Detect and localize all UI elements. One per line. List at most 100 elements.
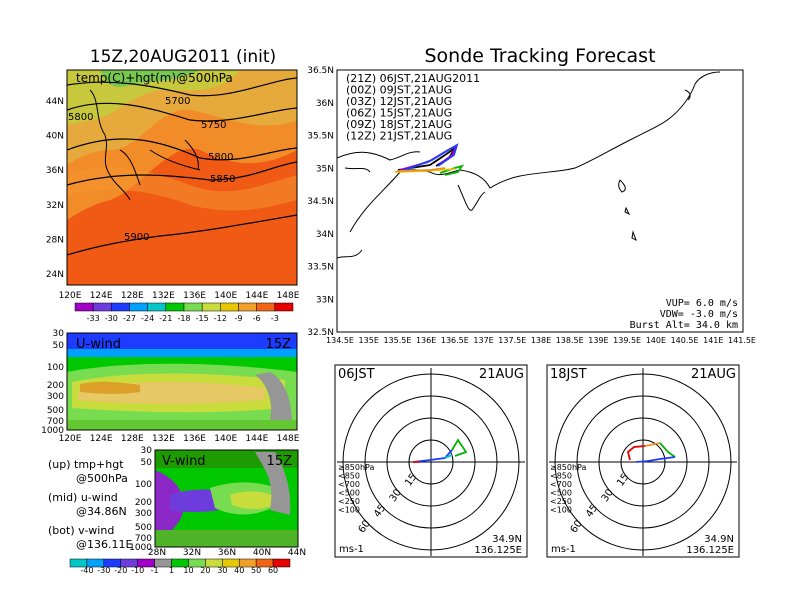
level-legend-item: <850	[550, 472, 572, 481]
contour-label: 5850	[210, 174, 235, 185]
colorbar-label: 30	[217, 566, 227, 575]
lon-tick-label: 144E	[245, 434, 268, 444]
lat-tick-label: 36N	[218, 548, 236, 558]
lat-tick-label: 35N	[316, 164, 334, 174]
colorbar-label: -30	[97, 566, 110, 575]
note-line: (bot) v-wind	[48, 524, 114, 537]
hodo-lon: 136.125E	[686, 545, 734, 556]
lat-tick-label: 34.5N	[307, 197, 334, 207]
burst-text: Burst Alt= 34.0 km	[630, 320, 738, 331]
lon-tick-label: 139E	[588, 336, 608, 345]
colorbar-swatch	[272, 558, 291, 568]
colorbar-swatch	[256, 302, 276, 312]
colorbar-label: -15	[196, 314, 209, 323]
colorbar-label: -40	[80, 566, 93, 575]
lat-tick-label: 33.5N	[307, 263, 334, 273]
colorbar-label: 60	[268, 566, 278, 575]
pressure-tick-label: 500	[47, 406, 64, 416]
sonde-tracks	[394, 143, 465, 176]
hodo-lat: 34.9N	[492, 534, 522, 545]
lat-tick-label: 40N	[46, 132, 64, 142]
track-legend-item: (03Z) 12JST,21AUG	[346, 95, 452, 108]
lon-tick-label: 135.5E	[383, 336, 411, 345]
contour-label: 5750	[201, 120, 226, 131]
lat-tick-label: 36N	[316, 99, 334, 109]
lon-tick-label: 144E	[245, 291, 268, 301]
lon-tick-label: 138.5E	[556, 336, 584, 345]
hodo-trace	[626, 445, 646, 461]
hodo-trace	[659, 442, 676, 458]
lon-tick-label: 136E	[183, 291, 206, 301]
lon-tick-label: 132E	[152, 291, 175, 301]
level-legend-item: <500	[338, 489, 360, 498]
level-legend-item: ≥850hPa	[338, 463, 375, 472]
lat-tick-label: 44N	[46, 97, 64, 107]
lon-tick-label: 137E	[473, 336, 493, 345]
pressure-tick-label: 50	[141, 458, 153, 468]
lon-tick-label: 137.5E	[498, 336, 526, 345]
pressure-tick-label: 100	[135, 480, 152, 490]
track-03z	[401, 143, 459, 172]
lon-tick-label: 139.5E	[613, 336, 641, 345]
lon-tick-label: 124E	[90, 291, 113, 301]
pressure-tick-label: 50	[53, 341, 65, 351]
pressure-tick-label: 700	[135, 534, 152, 544]
colorbar-label: -30	[105, 314, 118, 323]
pressure-tick-label: 300	[135, 509, 152, 519]
track-map: 36.5N 36N 35.5N 35N 34.5N 34N 33.5N 33N 32.5N 13…	[307, 66, 756, 345]
hodo-time: 18JST	[550, 367, 587, 382]
hodo-date: 21AUG	[479, 367, 524, 382]
hodo-unit: ms-1	[339, 544, 364, 555]
pressure-tick-label: 30	[141, 446, 153, 456]
colorbar-label: -10	[131, 566, 144, 575]
contour-label: 5800	[208, 152, 233, 163]
right-title: Sonde Tracking Forecast	[424, 45, 655, 67]
note-line: @500hPa	[76, 472, 128, 485]
lat-tick-label: 44N	[288, 548, 306, 558]
note-line: (up) tmp+hgt	[48, 458, 124, 471]
panel-notes: (up) tmp+hgt @500hPa (mid) u-wind @34.86…	[48, 458, 132, 551]
colorbar-swatch	[201, 302, 221, 312]
track-12z	[396, 167, 446, 172]
colorbar-swatch	[238, 302, 257, 312]
lon-tick-label: 136E	[416, 336, 436, 345]
colorbar-label: -20	[114, 566, 127, 575]
colorbar-label: -24	[141, 314, 154, 323]
colorbar-label: 40	[234, 566, 244, 575]
vup-text: VUP= 6.0 m/s	[666, 298, 738, 309]
level-legend-item: <500	[550, 489, 572, 498]
track-legend-item: (00Z) 09JST,21AUG	[346, 84, 452, 97]
colorbar-label: -18	[177, 314, 190, 323]
hodo-trace	[635, 456, 676, 463]
lat-tick-label: 28N	[148, 548, 166, 558]
pressure-tick-label: 500	[135, 523, 152, 533]
lon-tick-label: 120E	[59, 434, 82, 444]
lat-tick-label: 32N	[46, 201, 64, 211]
track-legend-item: (09Z) 18JST,21AUG	[346, 118, 452, 131]
lon-tick-label: 148E	[277, 434, 300, 444]
level-legend-item: <850	[338, 472, 360, 481]
colorbar-label: -12	[214, 314, 227, 323]
vdw-text: VDW= -3.0 m/s	[660, 309, 738, 320]
pressure-tick-label: 300	[47, 392, 64, 402]
lon-tick-label: 140E	[214, 434, 237, 444]
lon-tick-label: 140E	[646, 336, 666, 345]
hodo-trace	[644, 442, 661, 447]
pressure-tick-label: 30	[53, 329, 65, 339]
hodograph-18jst: 18JST 21AUG 34.9N 136.125E ms-1 15304560…	[546, 364, 740, 558]
lon-tick-label: 138E	[531, 336, 551, 345]
colorbar-label: -3	[271, 314, 279, 323]
colorbar-swatch	[92, 302, 112, 312]
colorbar-label: -1	[151, 566, 159, 575]
lat-tick-label: 36N	[46, 166, 64, 176]
lat-tick-label: 36.5N	[307, 66, 334, 76]
map-500hpa: temp(C)+hgt(m)@500hPa 5700 5750 5800 585…	[46, 69, 300, 323]
contour-label: 5800	[68, 112, 93, 123]
uwind-label: U-wind	[76, 337, 121, 352]
lon-tick-label: 132E	[152, 434, 175, 444]
lon-tick-label: 140.5E	[671, 336, 699, 345]
colorbar-swatch	[183, 302, 203, 312]
level-legend-item: <250	[338, 497, 360, 506]
